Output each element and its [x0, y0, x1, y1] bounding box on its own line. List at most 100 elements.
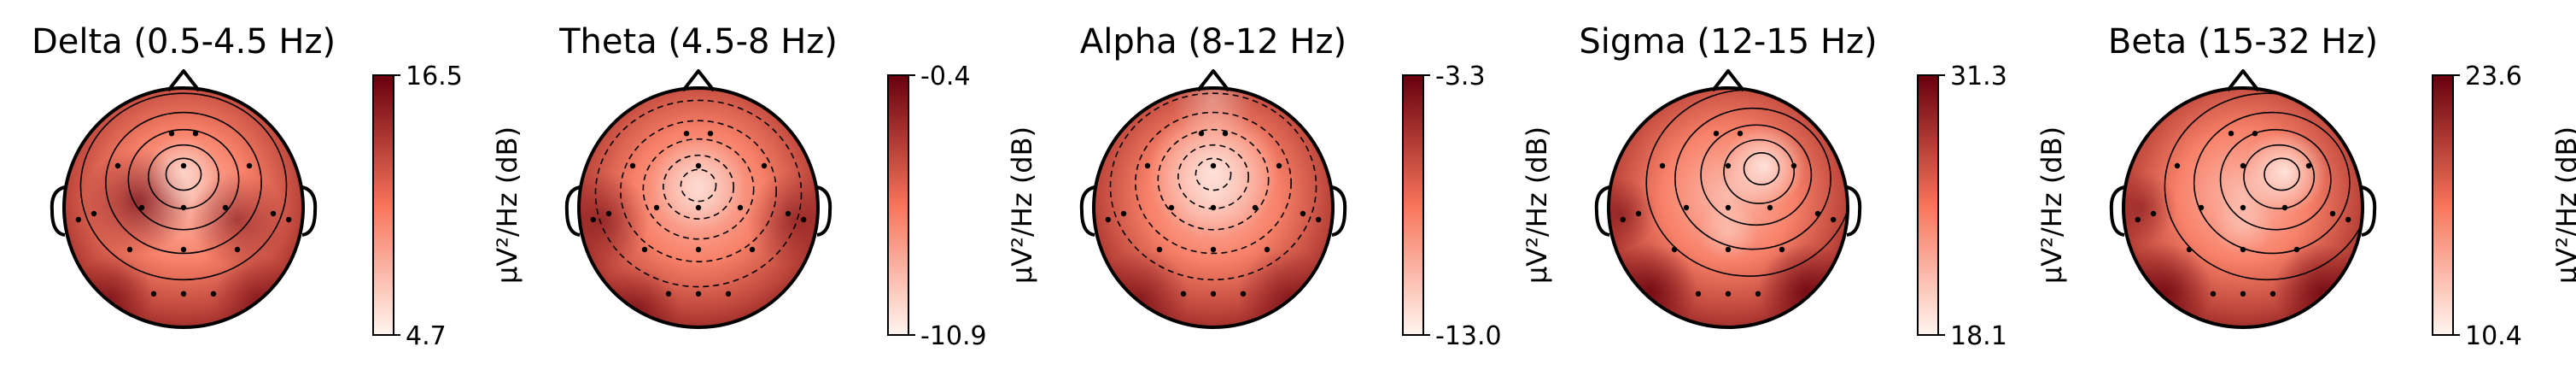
head-outline [1092, 86, 1335, 329]
sensor-dot [695, 246, 702, 253]
colorbar-axis-label: µV²/Hz (dB) [1521, 126, 1553, 284]
colorbar: 31.3 18.1 µV²/Hz (dB) [1917, 62, 2068, 351]
colorbar: 23.6 10.4 µV²/Hz (dB) [2432, 62, 2576, 351]
low-power-region [2243, 130, 2327, 214]
sensor-dot [2228, 131, 2234, 137]
sensor-dot [2186, 246, 2193, 253]
high-power-region [579, 172, 651, 267]
colorbar-axis-label: µV²/Hz (dB) [1006, 126, 1038, 284]
contour-line [165, 157, 202, 191]
contour-line [663, 154, 734, 220]
sensor-dot [653, 204, 660, 211]
sensor-dot [2269, 291, 2276, 297]
sensor-dot [749, 246, 756, 253]
contour-line [1109, 92, 1317, 281]
nose-outline [1711, 69, 1745, 92]
sensor-dot [665, 291, 672, 297]
colorbar-min-label: 18.1 [1950, 321, 2007, 351]
sensor-dot [1755, 291, 1761, 297]
contour-lines [594, 99, 803, 288]
sensor-dot [1659, 162, 1666, 169]
sensor-dot [590, 216, 596, 223]
sensor-markers [1105, 131, 1322, 297]
contour-lines [2164, 92, 2363, 281]
high-power-region [1609, 244, 1698, 327]
panel-title: Alpha (8-12 Hz) [1080, 22, 1346, 62]
sensor-dot [1300, 210, 1306, 217]
sensor-dot [1144, 162, 1151, 169]
left-ear-outline [50, 185, 66, 237]
sensor-dot [2240, 246, 2246, 253]
sensor-dot [1725, 204, 1732, 211]
sensor-dot [180, 246, 187, 253]
contour-line [2164, 92, 2363, 281]
sensor-dot [629, 162, 636, 169]
colorbar-max-label: -3.3 [1435, 62, 1486, 91]
sensor-dot [1695, 291, 1702, 297]
right-ear-outline [1331, 185, 1347, 237]
sensor-dot [1725, 162, 1732, 169]
sensor-dot [180, 204, 187, 211]
sensor-dot [641, 246, 648, 253]
sensor-dot [150, 291, 157, 297]
sensor-dot [761, 162, 768, 169]
high-power-region [213, 256, 297, 327]
nose-outline [166, 69, 201, 92]
panel-title: Delta (0.5-4.5 Hz) [32, 22, 336, 62]
low-power-region [148, 136, 219, 208]
panel-title: Sigma (12-15 Hz) [1579, 22, 1877, 62]
sensor-markers [75, 131, 292, 297]
colorbar-min-label: -13.0 [1435, 321, 1502, 351]
contour-line [2219, 128, 2332, 231]
sensor-markers [590, 131, 807, 297]
contour-line [1743, 152, 1780, 185]
right-ear-outline [2361, 185, 2377, 237]
colorbar-axis-label: µV²/Hz (dB) [2036, 126, 2068, 284]
sensor-dot [695, 291, 702, 297]
topomap-field [1094, 88, 1333, 327]
sensor-dot [1156, 246, 1163, 253]
sensor-dot [1252, 204, 1259, 211]
sensor-dot [1210, 291, 1217, 297]
sensor-dot [210, 291, 217, 297]
sensor-dot [1620, 216, 1627, 223]
contour-line [105, 111, 262, 255]
sensor-dot [1767, 204, 1773, 211]
sensor-dot [222, 204, 229, 211]
colorbar-scale [1917, 74, 1939, 336]
sensor-dot [1725, 246, 1732, 253]
high-power-region [1758, 244, 1848, 327]
sensor-dot [2135, 216, 2141, 223]
high-power-region [190, 172, 285, 267]
low-power-region [651, 136, 746, 232]
sensor-markers [1620, 131, 1837, 297]
sensor-dot [114, 162, 121, 169]
sensor-dot [2345, 216, 2351, 223]
contour-line [2263, 157, 2300, 191]
sensor-dot [1264, 246, 1270, 253]
contour-line [1674, 107, 1831, 250]
contour-line [1723, 138, 1796, 204]
sensor-dot [2252, 131, 2258, 137]
sensor-dot [1210, 162, 1217, 169]
right-ear-outline [301, 185, 318, 237]
sensor-dot [1814, 210, 1821, 217]
topomap-field [579, 88, 818, 327]
sensor-dot [2210, 291, 2217, 297]
sensor-dot [1222, 131, 1229, 137]
sensor-dot [1240, 291, 1247, 297]
sensor-dot [1210, 246, 1217, 253]
low-power-region [2213, 196, 2273, 256]
topomap-panel-5: Beta (15-32 Hz) 23.6 10.4 µV²/Hz (dB) [2108, 22, 2576, 351]
sensor-dot [707, 131, 714, 137]
head-outline [62, 86, 305, 329]
colorbar-scale [2432, 74, 2454, 336]
topomap-panel-3: Alpha (8-12 Hz) -3.3 -13.0 µV²/Hz (dB) [1079, 22, 1553, 351]
sensor-dot [2329, 210, 2336, 217]
contour-lines [1109, 92, 1317, 281]
sensor-dot [126, 246, 133, 253]
contour-line [620, 120, 777, 262]
sensor-dot [605, 210, 612, 217]
colorbar-max-label: 16.5 [406, 62, 463, 91]
